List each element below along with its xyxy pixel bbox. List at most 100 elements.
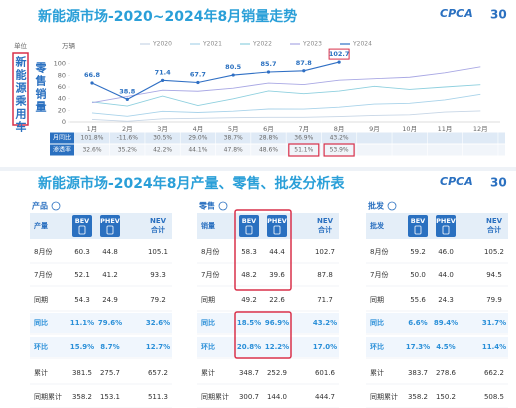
column-icon [414, 225, 422, 235]
y-tick-label: 40 [58, 95, 66, 103]
table-cell: 6.6% [408, 319, 427, 327]
table-cell: 511.3 [148, 393, 168, 401]
table-cell: 29.0% [188, 135, 207, 142]
row-label: 同期 [201, 296, 215, 304]
column-header: BEV [75, 217, 89, 225]
data-point [266, 70, 271, 74]
table-cell: 444.7 [315, 393, 335, 401]
table-cell: 30.5% [153, 135, 172, 142]
column-icon [442, 225, 450, 235]
row-label: 同期累计 [201, 392, 229, 401]
table-cell: 87.8 [317, 271, 333, 279]
table-cell: 105.1 [148, 248, 168, 256]
group-icon [218, 201, 228, 211]
group-label: 零售 [198, 201, 215, 211]
table-cell: 58.3 [241, 248, 257, 256]
y-tick-label: 100 [54, 60, 66, 68]
table-cell: 41.2 [102, 271, 118, 279]
table-cell: 38.7% [224, 135, 243, 142]
row-label: 同期 [34, 296, 48, 304]
table-cell: 44.0 [438, 271, 454, 279]
data-label: 71.4 [155, 68, 172, 76]
table-cell: 18.5% [237, 319, 261, 327]
column-icon [78, 225, 86, 235]
data-point [337, 60, 341, 64]
x-tick-label: 2月 [122, 125, 133, 133]
pct-row-bg [197, 337, 339, 357]
table-cell: 278.6 [436, 369, 457, 377]
series-line [91, 93, 481, 117]
group-label: 产品 [32, 201, 48, 211]
table-cell: 657.2 [148, 369, 168, 377]
table-cell: 59.2 [410, 248, 426, 256]
table-cell: 383.7 [408, 369, 428, 377]
logo: CPCA [440, 7, 473, 20]
table-cell: 275.7 [100, 369, 120, 377]
column-header: BEV [242, 217, 256, 225]
table-cell: 48.2 [241, 271, 257, 279]
table-cell: 44.4 [269, 248, 285, 256]
pct-row-bg [30, 337, 172, 357]
logo-badge: 30 [490, 8, 507, 22]
data-label: 87.8 [296, 59, 313, 67]
row-label: 同比 [34, 318, 48, 327]
logo-badge: 30 [490, 176, 507, 190]
column-header: NEV [150, 217, 167, 225]
table-cell: 22.6 [269, 296, 285, 304]
table-cell: 36.9% [294, 135, 313, 142]
table-cell: 358.2 [72, 393, 92, 401]
highlight-box [328, 48, 350, 60]
table-cell: 79.2 [150, 296, 166, 304]
table-cell: 39.6 [269, 271, 285, 279]
row-label: 8月份 [370, 247, 388, 256]
x-tick-label: 6月 [263, 125, 274, 133]
row-label: 同期累计 [370, 392, 398, 401]
x-tick-label: 10月 [402, 125, 417, 133]
table-cell: 43.2% [330, 135, 349, 142]
logo: CPCA [440, 175, 473, 188]
row-label: 同期 [370, 296, 384, 304]
pct-row-bg [366, 313, 508, 333]
row-label-bg [50, 132, 74, 144]
highlight-box [12, 52, 29, 126]
data-label: 85.7 [260, 60, 276, 68]
table-cell: 105.2 [484, 248, 504, 256]
table-cell: 11.1% [70, 319, 94, 327]
table-cell: 49.2 [241, 296, 257, 304]
table-cell: 17.0% [313, 343, 337, 351]
table-cell: 8.7% [100, 343, 119, 351]
row-label: 渗透率 [53, 146, 71, 154]
y-axis-label: 万辆 [62, 41, 76, 50]
table-cell: 153.1 [100, 393, 120, 401]
row-label: 8月份 [201, 247, 219, 256]
data-point [196, 80, 200, 85]
table-cell: 52.1 [74, 271, 90, 279]
highlight-box [288, 143, 320, 157]
group-icon [387, 201, 397, 211]
highlight-box [323, 143, 355, 157]
x-tick-label: 1月 [87, 125, 98, 133]
legend-label: Y2024 [352, 41, 372, 48]
table-cell: 508.5 [484, 393, 504, 401]
x-tick-label: 7月 [298, 125, 309, 133]
row-label: 环比 [34, 342, 48, 351]
column-header: PHEV [100, 217, 120, 225]
column-header: NEV [486, 217, 503, 225]
divider [0, 167, 516, 171]
table-cell: 89.4% [434, 319, 458, 327]
row-label-bg [50, 144, 74, 156]
side-label: 新能源乘用车 [14, 55, 28, 134]
y-tick-label: 0 [62, 118, 66, 126]
x-tick-label: 5月 [228, 125, 239, 133]
data-point [90, 81, 94, 85]
row-label: 8月份 [34, 247, 52, 256]
legend-label: Y2023 [302, 41, 322, 48]
table-cell: 252.9 [267, 369, 287, 377]
row-label: 同比 [201, 318, 215, 327]
data-point [161, 78, 165, 82]
table-cell: 28.8% [259, 135, 278, 142]
row-label: 环比 [370, 342, 384, 351]
x-tick-label: 12月 [473, 125, 488, 133]
y-tick-label: 60 [58, 83, 66, 91]
table-cell: 300.7 [239, 393, 259, 401]
